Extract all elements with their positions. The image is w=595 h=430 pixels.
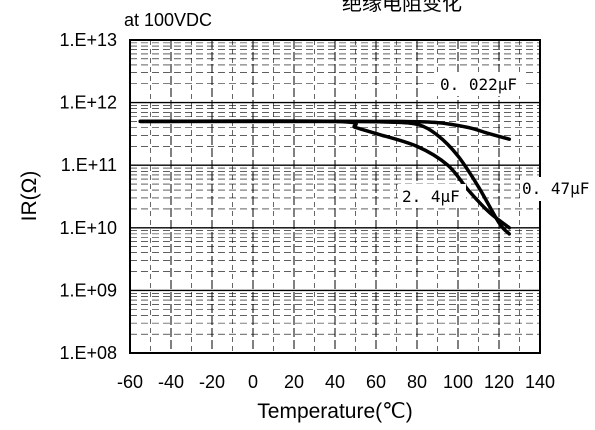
y-tick-label: 1.E+13 (59, 30, 117, 50)
series-label-0-47uf: 0. 47μF (522, 179, 589, 198)
x-tick-label: -60 (117, 372, 143, 392)
x-tick-label: 20 (284, 372, 304, 392)
x-tick-label: -40 (158, 372, 184, 392)
y-tick-label: 1.E+10 (59, 218, 117, 238)
y-tick-label: 1.E+11 (61, 155, 117, 175)
series-label-bg-2 (520, 177, 592, 201)
x-tick-label: 0 (248, 372, 258, 392)
x-tick-label: 120 (484, 372, 514, 392)
x-tick-label: 40 (325, 372, 345, 392)
y-tick-label: 1.E+08 (59, 343, 117, 363)
series-label-bg-1 (437, 72, 523, 96)
series-layer (138, 119, 512, 236)
x-tick-labels: -60 -40 -20 0 20 40 60 80 100 120 140 (117, 372, 555, 392)
y-tick-labels: 1.E+08 1.E+09 1.E+10 1.E+11 1.E+12 1.E+13 (59, 30, 117, 363)
series-line-3 (138, 119, 512, 230)
series-line-1 (138, 119, 512, 141)
x-tick-label: 140 (525, 372, 555, 392)
x-tick-label: 100 (443, 372, 473, 392)
x-tick-label: 80 (407, 372, 427, 392)
series-label-bg-3 (398, 184, 466, 208)
test-condition-note: at 100VDC (124, 10, 212, 30)
y-tick-label: 1.E+12 (59, 93, 117, 113)
y-tick-label: 1.E+09 (59, 280, 117, 300)
series-line-2 (138, 119, 512, 236)
x-axis-title: Temperature(℃) (257, 400, 412, 423)
x-tick-label: -20 (199, 372, 225, 392)
chart-title: 绝缘电阻变化 (342, 0, 462, 15)
series-label-2-4uf: 2. 4μF (402, 187, 460, 206)
series-label-0-022uf: 0. 022μF (440, 75, 517, 94)
label-layer: 0. 022μF 0. 47μF 2. 4μF (398, 72, 592, 208)
x-tick-label: 60 (366, 372, 386, 392)
y-axis-title: IR(Ω) (18, 171, 41, 222)
